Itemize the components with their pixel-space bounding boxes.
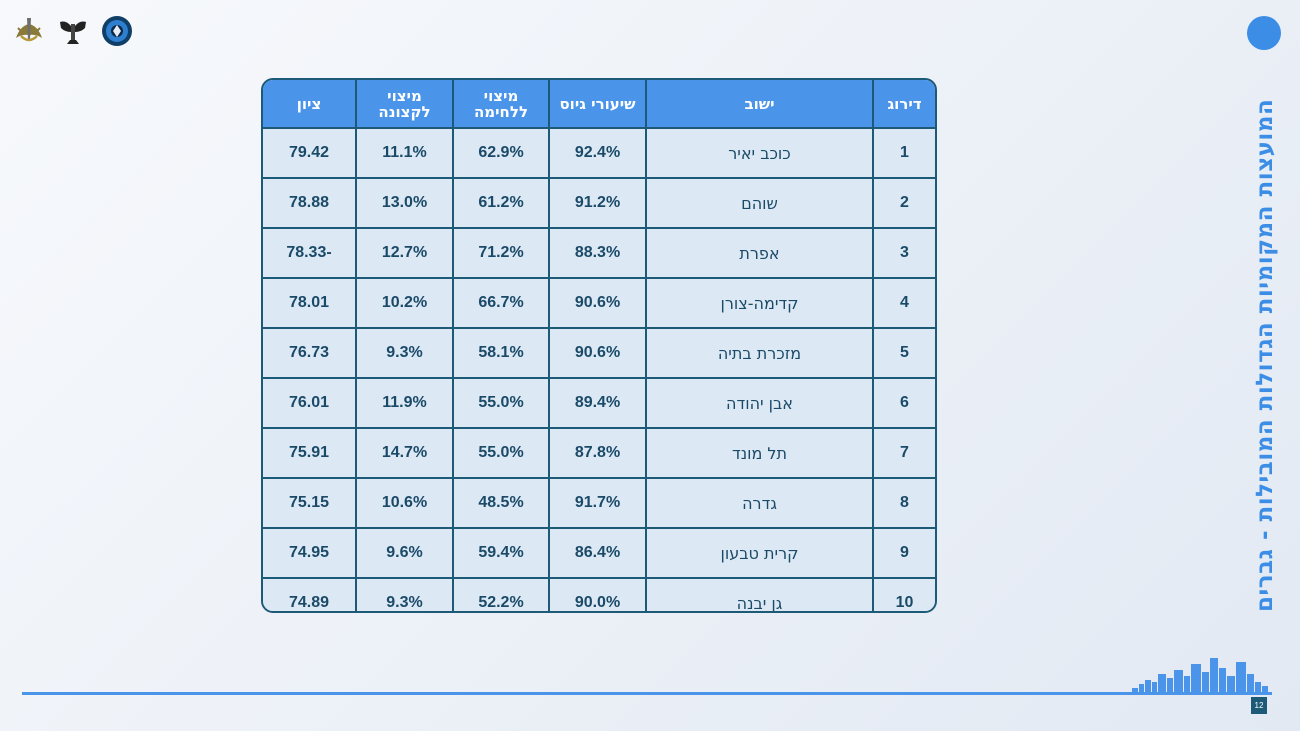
table-header-row: דירוג ישוב שיעורי גיוס מיצוי ללחימה מיצו… <box>263 80 935 129</box>
cell-settlement: תל מונד <box>645 427 874 479</box>
cell-combat-rate: 61.2% <box>452 177 550 229</box>
cell-draft-rate: 91.7% <box>548 477 647 529</box>
idf-emblem-icon <box>16 18 42 42</box>
cell-rank: 10 <box>872 577 935 611</box>
table-body: 1 כוכב יאיר 92.4% 62.9% 11.1% 79.42 2 שוהם 91.2%… <box>263 127 935 611</box>
ranking-table: דירוג ישוב שיעורי גיוס מיצוי ללחימה מיצו… <box>261 78 937 613</box>
cell-score: 79.42 <box>263 127 357 179</box>
logos <box>12 14 134 48</box>
cell-draft-rate: 88.3% <box>548 227 647 279</box>
cell-rank: 2 <box>872 177 935 229</box>
cell-combat-rate: 71.2% <box>452 227 550 279</box>
cell-officer-rate: 9.6% <box>355 527 454 579</box>
table-row: 6 אבן יהודה 89.4% 55.0% 11.9% 76.01 <box>263 377 935 429</box>
cell-score: 78.33- <box>263 227 357 279</box>
cell-officer-rate: 13.0% <box>355 177 454 229</box>
cell-draft-rate: 90.6% <box>548 327 647 379</box>
cell-settlement: אפרת <box>645 227 874 279</box>
cell-draft-rate: 89.4% <box>548 377 647 429</box>
header-score: ציון <box>263 80 357 129</box>
cell-settlement: קדימה-צורן <box>645 277 874 329</box>
table-row: 1 כוכב יאיר 92.4% 62.9% 11.1% 79.42 <box>263 127 935 179</box>
cell-combat-rate: 66.7% <box>452 277 550 329</box>
cell-officer-rate: 9.3% <box>355 327 454 379</box>
cell-score: 75.15 <box>263 477 357 529</box>
cell-combat-rate: 55.0% <box>452 377 550 429</box>
cell-score: 76.73 <box>263 327 357 379</box>
cell-draft-rate: 91.2% <box>548 177 647 229</box>
cell-settlement: מזכרת בתיה <box>645 327 874 379</box>
cell-rank: 7 <box>872 427 935 479</box>
table-row: 4 קדימה-צורן 90.6% 66.7% 10.2% 78.01 <box>263 277 935 329</box>
cell-combat-rate: 55.0% <box>452 427 550 479</box>
cell-combat-rate: 62.9% <box>452 127 550 179</box>
cell-officer-rate: 11.9% <box>355 377 454 429</box>
table-row: 5 מזכרת בתיה 90.6% 58.1% 9.3% 76.73 <box>263 327 935 379</box>
cell-score: 74.89 <box>263 577 357 611</box>
table-row: 10 גן יבנה 90.0% 52.2% 9.3% 74.89 <box>263 577 935 611</box>
cell-rank: 4 <box>872 277 935 329</box>
bottom-divider <box>22 692 1272 695</box>
cell-rank: 3 <box>872 227 935 279</box>
cell-score: 78.01 <box>263 277 357 329</box>
table-row: 9 קרית טבעון 86.4% 59.4% 9.6% 74.95 <box>263 527 935 579</box>
cell-draft-rate: 90.0% <box>548 577 647 611</box>
header-combat-rate: מיצוי ללחימה <box>452 80 550 129</box>
cell-combat-rate: 48.5% <box>452 477 550 529</box>
table-row: 8 גדרה 91.7% 48.5% 10.6% 75.15 <box>263 477 935 529</box>
header-rank: דירוג <box>872 80 935 129</box>
cell-rank: 9 <box>872 527 935 579</box>
cell-settlement: קרית טבעון <box>645 527 874 579</box>
header-officer-rate: מיצוי לקצונה <box>355 80 454 129</box>
cell-combat-rate: 59.4% <box>452 527 550 579</box>
cell-rank: 6 <box>872 377 935 429</box>
cell-settlement: כוכב יאיר <box>645 127 874 179</box>
cell-officer-rate: 10.2% <box>355 277 454 329</box>
ranking-table-grid: דירוג ישוב שיעורי גיוס מיצוי ללחימה מיצו… <box>263 80 935 611</box>
side-circle-decoration <box>1247 16 1281 50</box>
cell-draft-rate: 90.6% <box>548 277 647 329</box>
cell-draft-rate: 87.8% <box>548 427 647 479</box>
cell-officer-rate: 14.7% <box>355 427 454 479</box>
cell-settlement: גדרה <box>645 477 874 529</box>
cell-score: 78.88 <box>263 177 357 229</box>
cell-officer-rate: 12.7% <box>355 227 454 279</box>
cell-settlement: שוהם <box>645 177 874 229</box>
cell-officer-rate: 11.1% <box>355 127 454 179</box>
header-draft-rate: שיעורי גיוס <box>548 80 647 129</box>
cell-score: 76.01 <box>263 377 357 429</box>
cell-rank: 1 <box>872 127 935 179</box>
unit-emblem-icon <box>60 21 86 44</box>
cell-combat-rate: 58.1% <box>452 327 550 379</box>
table-row: 3 אפרת 88.3% 71.2% 12.7% 78.33- <box>263 227 935 279</box>
cell-settlement: אבן יהודה <box>645 377 874 429</box>
cell-officer-rate: 10.6% <box>355 477 454 529</box>
cell-officer-rate: 9.3% <box>355 577 454 611</box>
cell-settlement: גן יבנה <box>645 577 874 611</box>
cell-score: 75.91 <box>263 427 357 479</box>
slide-title: המועצות המקומיות הגדולות המובילות - גברי… <box>1252 98 1278 612</box>
cell-rank: 5 <box>872 327 935 379</box>
cell-draft-rate: 86.4% <box>548 527 647 579</box>
cell-combat-rate: 52.2% <box>452 577 550 611</box>
table-row: 7 תל מונד 87.8% 55.0% 14.7% 75.91 <box>263 427 935 479</box>
cell-score: 74.95 <box>263 527 357 579</box>
city-skyline-icon <box>1132 658 1268 694</box>
table-row: 2 שוהם 91.2% 61.2% 13.0% 78.88 <box>263 177 935 229</box>
badge-emblem-icon <box>102 16 132 46</box>
cell-draft-rate: 92.4% <box>548 127 647 179</box>
cell-rank: 8 <box>872 477 935 529</box>
header-settlement: ישוב <box>645 80 874 129</box>
page-number: 12 <box>1251 697 1267 714</box>
